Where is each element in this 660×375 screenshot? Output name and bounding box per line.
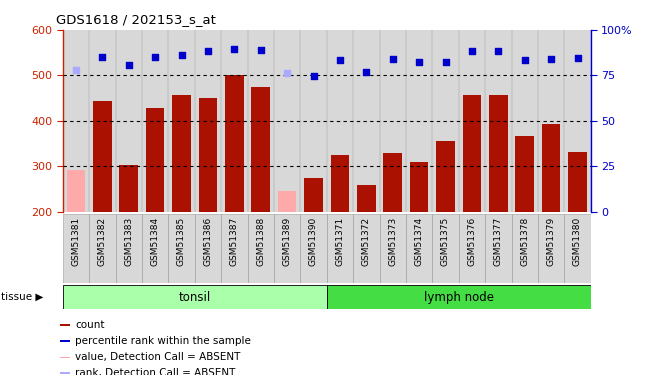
Text: GSM51379: GSM51379: [546, 217, 556, 267]
Text: GSM51372: GSM51372: [362, 217, 371, 266]
Bar: [357, 184, 376, 212]
Text: GSM51375: GSM51375: [441, 217, 450, 267]
Bar: [432, 214, 459, 283]
Bar: [225, 75, 244, 212]
Text: value, Detection Call = ABSENT: value, Detection Call = ABSENT: [75, 352, 241, 362]
Point: [387, 56, 398, 62]
Point: [97, 54, 108, 60]
Bar: [512, 214, 538, 283]
Point: [203, 48, 213, 54]
Text: tissue ▶: tissue ▶: [1, 292, 44, 302]
Point: [282, 70, 292, 76]
Point: [229, 46, 240, 52]
Bar: [568, 152, 587, 212]
Bar: [60, 324, 70, 326]
Text: GSM51371: GSM51371: [335, 217, 345, 267]
Text: GSM51384: GSM51384: [150, 217, 160, 266]
Bar: [278, 190, 296, 212]
Text: GSM51383: GSM51383: [124, 217, 133, 267]
Point: [546, 56, 556, 62]
Text: GSM51387: GSM51387: [230, 217, 239, 267]
Bar: [221, 214, 248, 283]
Bar: [63, 214, 89, 283]
Text: GSM51389: GSM51389: [282, 217, 292, 267]
Bar: [60, 372, 70, 374]
Point: [71, 66, 81, 72]
Bar: [331, 155, 349, 212]
Text: lymph node: lymph node: [424, 291, 494, 304]
Bar: [327, 285, 591, 309]
Bar: [60, 357, 70, 358]
Bar: [304, 178, 323, 212]
Point: [414, 59, 424, 65]
Point: [440, 59, 451, 65]
Point: [519, 57, 530, 63]
Bar: [168, 214, 195, 283]
Bar: [542, 124, 560, 212]
Point: [150, 54, 160, 60]
Bar: [67, 170, 85, 212]
Bar: [63, 285, 327, 309]
Bar: [251, 87, 270, 212]
Bar: [248, 214, 274, 283]
Bar: [195, 214, 221, 283]
Bar: [353, 214, 380, 283]
Text: GSM51377: GSM51377: [494, 217, 503, 267]
Text: GSM51378: GSM51378: [520, 217, 529, 267]
Text: rank, Detection Call = ABSENT: rank, Detection Call = ABSENT: [75, 368, 236, 375]
Bar: [199, 98, 217, 212]
Bar: [327, 214, 353, 283]
Bar: [538, 214, 564, 283]
Bar: [406, 214, 432, 283]
Text: GSM51390: GSM51390: [309, 217, 318, 267]
Bar: [489, 96, 508, 212]
Text: GSM51382: GSM51382: [98, 217, 107, 266]
Bar: [300, 214, 327, 283]
Text: GDS1618 / 202153_s_at: GDS1618 / 202153_s_at: [56, 13, 216, 26]
Point: [123, 62, 134, 68]
Bar: [564, 214, 591, 283]
Text: GSM51373: GSM51373: [388, 217, 397, 267]
Bar: [459, 214, 485, 283]
Bar: [463, 94, 481, 212]
Bar: [142, 214, 168, 283]
Point: [176, 52, 187, 58]
Text: GSM51388: GSM51388: [256, 217, 265, 267]
Text: GSM51386: GSM51386: [203, 217, 213, 267]
Bar: [485, 214, 512, 283]
Point: [493, 48, 504, 54]
Bar: [274, 214, 300, 283]
Bar: [410, 162, 428, 212]
Text: tonsil: tonsil: [179, 291, 211, 304]
Text: GSM51385: GSM51385: [177, 217, 186, 267]
Bar: [89, 214, 116, 283]
Bar: [436, 141, 455, 212]
Text: percentile rank within the sample: percentile rank within the sample: [75, 336, 251, 346]
Point: [361, 69, 372, 75]
Bar: [146, 108, 164, 212]
Bar: [379, 214, 406, 283]
Point: [335, 57, 345, 63]
Point: [572, 55, 583, 61]
Text: GSM51376: GSM51376: [467, 217, 477, 267]
Bar: [93, 101, 112, 212]
Point: [255, 46, 266, 53]
Text: GSM51380: GSM51380: [573, 217, 582, 267]
Text: GSM51374: GSM51374: [414, 217, 424, 266]
Bar: [60, 340, 70, 342]
Bar: [172, 96, 191, 212]
Bar: [115, 214, 142, 283]
Bar: [119, 165, 138, 212]
Text: count: count: [75, 320, 105, 330]
Point: [308, 74, 319, 80]
Text: GSM51381: GSM51381: [71, 217, 81, 267]
Bar: [515, 136, 534, 212]
Bar: [383, 153, 402, 212]
Point: [467, 48, 477, 54]
